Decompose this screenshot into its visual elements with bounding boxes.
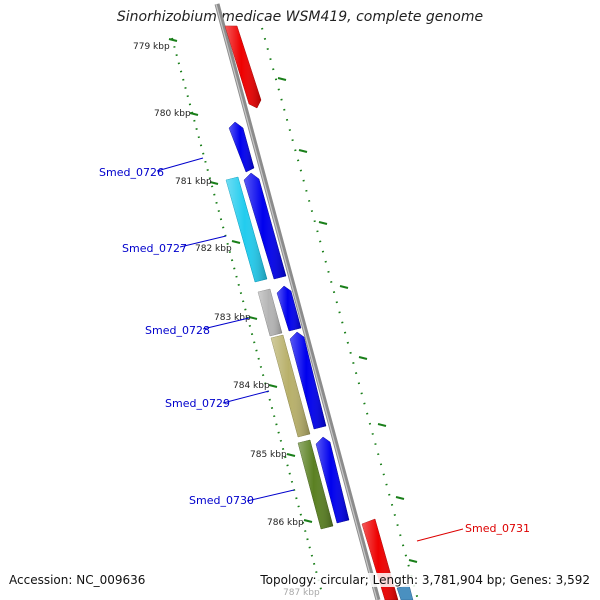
tick-mark	[377, 423, 387, 427]
tick-mark	[408, 559, 418, 563]
gene-label-smed-0728[interactable]: Smed_0728	[145, 324, 210, 337]
tick-mark	[277, 77, 287, 81]
accession-text: Accession: NC_009636	[7, 573, 148, 587]
connector-line	[202, 317, 250, 330]
gene-label-smed-0731[interactable]: Smed_0731	[465, 522, 530, 535]
feature-shading	[225, 26, 398, 600]
tick-mark	[189, 112, 199, 116]
shading	[316, 437, 349, 523]
tick-labels: 779 kbp 780 kbp 781 kbp 782 kbp 783 kbp …	[133, 42, 320, 598]
shading	[225, 26, 261, 108]
tick-mark	[168, 38, 178, 42]
connector-line	[222, 390, 270, 404]
tick-label: 783 kbp	[214, 313, 251, 323]
shading	[258, 289, 282, 336]
tick-label: 781 kbp	[175, 177, 212, 187]
feature-next-gene	[396, 584, 414, 600]
connector-line	[156, 157, 204, 172]
tick-marks	[168, 38, 313, 523]
tick-label: 780 kbp	[154, 109, 191, 119]
shading	[298, 440, 333, 529]
tick-mark	[395, 496, 405, 500]
genome-backbone-highlight	[215, 3, 378, 600]
label-connectors	[156, 157, 464, 542]
tick-mark	[231, 240, 241, 244]
shading	[229, 122, 254, 172]
shading	[271, 335, 310, 437]
tick-label: 785 kbp	[250, 450, 287, 460]
tick-mark	[209, 181, 219, 185]
gene-label-smed-0727[interactable]: Smed_0727	[122, 242, 187, 255]
map-title: Sinorhizobium medicae WSM419, complete g…	[116, 9, 484, 25]
tick-mark	[303, 519, 313, 523]
tick-label: 784 kbp	[233, 381, 270, 391]
tick-mark	[318, 221, 328, 225]
right-tick-ring	[261, 27, 419, 600]
tick-label: 786 kbp	[267, 518, 304, 528]
tick-mark	[248, 316, 258, 320]
tick-mark	[268, 384, 278, 388]
right-tick-marks	[277, 77, 418, 563]
genome-backbone	[214, 3, 381, 600]
connector-line	[246, 489, 295, 502]
shading	[277, 286, 301, 331]
topology-text: Topology: circular; Length: 3,781,904 bp…	[258, 573, 592, 587]
connector-line	[416, 528, 464, 542]
shading	[290, 332, 326, 429]
tick-label: 779 kbp	[133, 42, 170, 52]
tick-mark	[339, 285, 349, 289]
tick-mark	[358, 356, 368, 360]
connector-line	[179, 235, 227, 248]
tick-label: 782 kbp	[195, 244, 232, 254]
gene-label-smed-0729[interactable]: Smed_0729	[165, 397, 230, 410]
gene-label-smed-0730[interactable]: Smed_0730	[189, 494, 254, 507]
tick-label: 787 kbp	[283, 588, 320, 598]
shading	[244, 173, 286, 279]
tick-mark	[286, 453, 296, 457]
shading	[226, 177, 267, 282]
gene-label-smed-0726[interactable]: Smed_0726	[99, 166, 164, 179]
gene-labels: Smed_0726 Smed_0727 Smed_0728 Smed_0729 …	[99, 166, 530, 535]
tick-mark	[298, 149, 308, 153]
